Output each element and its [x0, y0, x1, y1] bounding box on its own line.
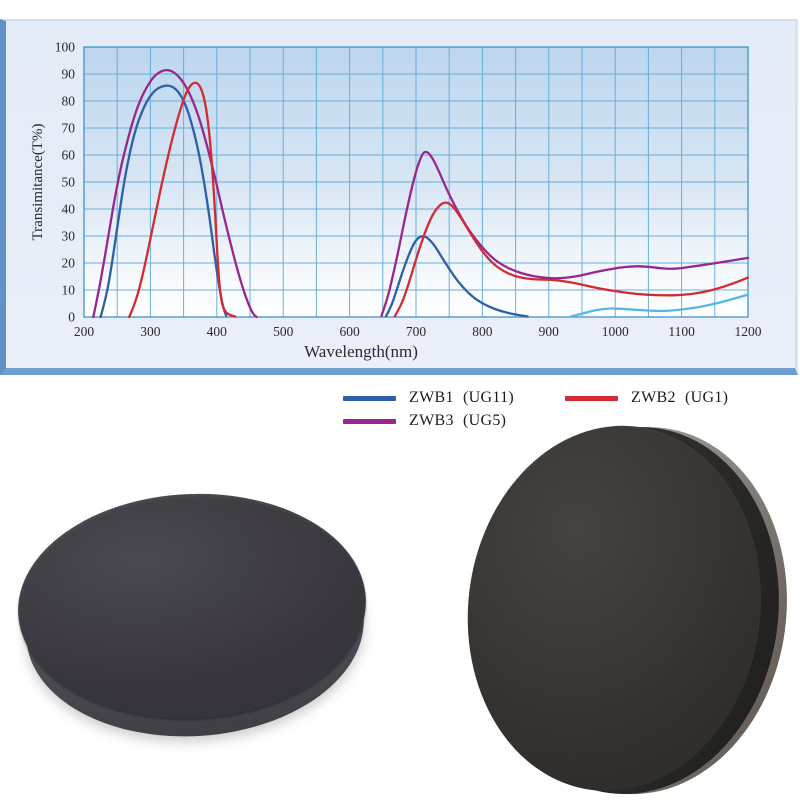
svg-text:0: 0 [68, 310, 75, 325]
plot-border [83, 46, 749, 318]
legend-item-zwb3: ZWB3 (UG5) [343, 411, 565, 431]
svg-text:30: 30 [62, 229, 76, 244]
legend-swatch-zwb3-line [343, 418, 396, 424]
svg-text:200: 200 [74, 324, 95, 339]
svg-text:20: 20 [62, 256, 76, 271]
svg-text:500: 500 [273, 324, 294, 339]
x-tick-labels: 200 300 400 500 600 700 800 900 1000 1100 1200 [74, 324, 762, 339]
chart-legend: ZWB1 (UG11) ZWB2 (UG1) ZWB3 (UG5) [343, 388, 728, 431]
legend-swatch-zwb2-line [565, 395, 618, 401]
transmittance-chart: 200 300 400 500 600 700 800 900 1000 1100 1200 0 10 2… [30, 40, 762, 362]
y-tick-labels: 0 10 20 30 40 50 60 70 80 90 100 [55, 40, 76, 325]
svg-text:900: 900 [539, 324, 560, 339]
series-zwb1-nir-tail [569, 293, 750, 318]
svg-text:800: 800 [472, 324, 493, 339]
legend-swatch-zwb1-line [343, 395, 396, 401]
filter-right-tilt-group [446, 405, 800, 800]
svg-text:300: 300 [140, 324, 161, 339]
svg-text:100: 100 [55, 40, 76, 55]
svg-text:70: 70 [62, 121, 76, 136]
chart-panel: 200 300 400 500 600 700 800 900 1000 1100 1200 0 10 2… [0, 19, 798, 375]
svg-text:1200: 1200 [735, 324, 762, 339]
svg-text:60: 60 [62, 148, 76, 163]
svg-text:50: 50 [62, 175, 76, 190]
legend-label-zwb1: ZWB1 (UG11) [409, 389, 515, 406]
svg-text:1000: 1000 [602, 324, 629, 339]
filter-photo-right [447, 408, 800, 800]
filter-photo-left [13, 486, 372, 748]
svg-text:90: 90 [62, 67, 76, 82]
svg-text:80: 80 [62, 94, 76, 109]
x-axis-title: Wavelength(nm) [304, 342, 418, 361]
legend-item-zwb1: ZWB1 (UG11) [343, 388, 565, 408]
svg-text:600: 600 [339, 324, 360, 339]
svg-text:40: 40 [62, 202, 76, 217]
legend-label-zwb3: ZWB3 (UG5) [409, 412, 507, 429]
svg-text:10: 10 [62, 283, 76, 298]
grid-lines [83, 46, 749, 318]
svg-text:1100: 1100 [668, 324, 695, 339]
series-zwb2-ug1 [128, 81, 750, 319]
series-zwb3-ug5 [92, 68, 750, 319]
series-zwb1-ug11 [99, 84, 529, 319]
legend-label-zwb2: ZWB2 (UG1) [631, 389, 729, 406]
y-axis-title: Transimitance(T%) [30, 124, 46, 241]
legend-item-zwb2: ZWB2 (UG1) [565, 388, 728, 408]
svg-text:700: 700 [406, 324, 427, 339]
svg-text:400: 400 [207, 324, 228, 339]
